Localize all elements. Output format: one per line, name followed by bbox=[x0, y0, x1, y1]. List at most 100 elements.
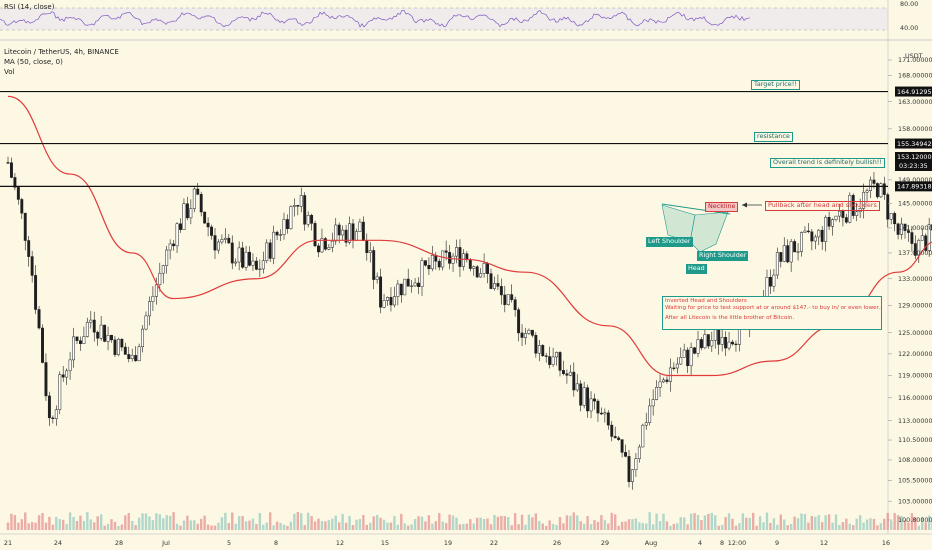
volume-bar bbox=[455, 517, 458, 530]
volume-bar bbox=[858, 515, 862, 530]
candle-body bbox=[865, 190, 869, 193]
candle-body bbox=[841, 210, 845, 218]
volume-bar bbox=[410, 524, 413, 530]
candle-body bbox=[900, 223, 903, 235]
price-tick-label: 122.00000 bbox=[898, 350, 932, 358]
summary-line1: Waiting for price to test support at or … bbox=[665, 305, 882, 311]
candle-body bbox=[810, 231, 814, 242]
candle-body bbox=[282, 219, 286, 235]
pullback-note[interactable]: Pullback after head and shoulders bbox=[765, 201, 880, 211]
neckline-label[interactable]: Neckline bbox=[705, 202, 739, 212]
price-axis[interactable]: 171.00000 168.00000 163.00000 158.00000 149.… bbox=[888, 56, 932, 524]
volume-bar bbox=[803, 514, 807, 530]
candle-body bbox=[154, 284, 158, 297]
candle-body bbox=[392, 296, 396, 306]
volume-bar bbox=[417, 516, 420, 530]
candle-body bbox=[596, 400, 600, 414]
volume-bar bbox=[582, 523, 586, 530]
volume-bar bbox=[900, 515, 903, 530]
volume-bar bbox=[10, 513, 13, 530]
symbol-title: Litecoin / TetherUS, 4h, BINANCE bbox=[4, 48, 119, 56]
candle-body bbox=[517, 309, 521, 334]
volume-bar bbox=[338, 522, 341, 530]
candle-body bbox=[72, 336, 75, 361]
candle-body bbox=[210, 226, 214, 236]
candle-body bbox=[420, 260, 424, 288]
volume-bar bbox=[172, 512, 175, 530]
candle-body bbox=[430, 254, 434, 270]
summary-note[interactable]: Inverted Head and Shoulders Waiting for … bbox=[662, 296, 882, 330]
left-shoulder-label[interactable]: Left Shoulder bbox=[646, 237, 693, 247]
candle-body bbox=[879, 183, 883, 198]
candle-body bbox=[706, 334, 710, 347]
volume-bar bbox=[462, 523, 465, 530]
candle-body bbox=[399, 283, 403, 296]
volume-bar bbox=[821, 522, 824, 530]
volume-bar bbox=[672, 523, 676, 530]
candle-body bbox=[910, 232, 914, 244]
candle-body bbox=[724, 337, 728, 349]
candle-body bbox=[803, 230, 807, 233]
candle-body bbox=[65, 370, 69, 378]
volume-bar bbox=[458, 524, 462, 530]
resistance-note[interactable]: resistance bbox=[754, 132, 793, 142]
candle-body bbox=[227, 237, 231, 244]
volume-bar bbox=[703, 515, 707, 530]
volume-bar bbox=[827, 514, 831, 530]
volume-bar bbox=[144, 513, 148, 530]
volume-bar bbox=[717, 525, 720, 530]
price-tick-label: 113.00000 bbox=[898, 417, 932, 425]
candle-body bbox=[120, 338, 124, 348]
volume-bar bbox=[334, 515, 337, 530]
target-note[interactable]: Target price!! bbox=[751, 80, 800, 90]
volume-bar bbox=[379, 517, 382, 530]
candle-body bbox=[417, 282, 421, 288]
target-price-label: 164.91295 bbox=[895, 86, 932, 97]
candle-body bbox=[893, 213, 897, 225]
candle-body bbox=[617, 437, 621, 440]
candle-body bbox=[558, 352, 562, 371]
price-tick-label: 108.00000 bbox=[898, 456, 932, 464]
volume-bar bbox=[796, 518, 800, 530]
time-tick-label: 12:00 bbox=[728, 539, 746, 547]
head-label[interactable]: Head bbox=[686, 264, 707, 274]
candle-body bbox=[555, 352, 558, 358]
candle-body bbox=[493, 283, 496, 289]
candle-body bbox=[248, 251, 251, 266]
candle-body bbox=[548, 356, 552, 365]
candle-body bbox=[258, 268, 262, 270]
volume-bar bbox=[231, 512, 234, 530]
candle-body bbox=[527, 329, 531, 334]
volume-bar bbox=[817, 515, 820, 530]
volume-bar bbox=[469, 519, 472, 530]
volume-bar bbox=[631, 519, 634, 530]
volume-bar bbox=[210, 525, 213, 530]
volume-bar bbox=[248, 520, 251, 530]
volume-bar bbox=[589, 524, 593, 530]
candle-body bbox=[58, 374, 62, 410]
trend-note[interactable]: Overall trend is definitely bullish!! bbox=[770, 158, 885, 168]
candle-body bbox=[372, 250, 376, 280]
volume-bar bbox=[896, 515, 900, 530]
ma50-line bbox=[7, 95, 932, 377]
volume-bar bbox=[745, 517, 748, 530]
volume-bar bbox=[237, 516, 241, 530]
volume-bar bbox=[407, 525, 410, 530]
volume-bar bbox=[765, 512, 769, 530]
volume-bar bbox=[727, 513, 731, 530]
candle-body bbox=[793, 241, 797, 253]
candle-body bbox=[734, 343, 738, 346]
volume-bar bbox=[65, 524, 68, 530]
candle-body bbox=[461, 253, 465, 267]
time-tick-label: 9 bbox=[775, 539, 779, 547]
candle-body bbox=[927, 224, 931, 251]
right-shoulder-label[interactable]: Right Shoulder bbox=[697, 251, 749, 261]
candle-body bbox=[355, 231, 358, 241]
candle-body bbox=[165, 249, 169, 266]
time-axis[interactable]: 21 24 28 Jul 5 8 12 15 19 22 26 29 Aug 4 8 12:00 9 12 16 bbox=[4, 539, 890, 547]
volume-bar bbox=[79, 515, 82, 530]
candle-body bbox=[286, 219, 289, 230]
candle-body bbox=[310, 215, 314, 224]
